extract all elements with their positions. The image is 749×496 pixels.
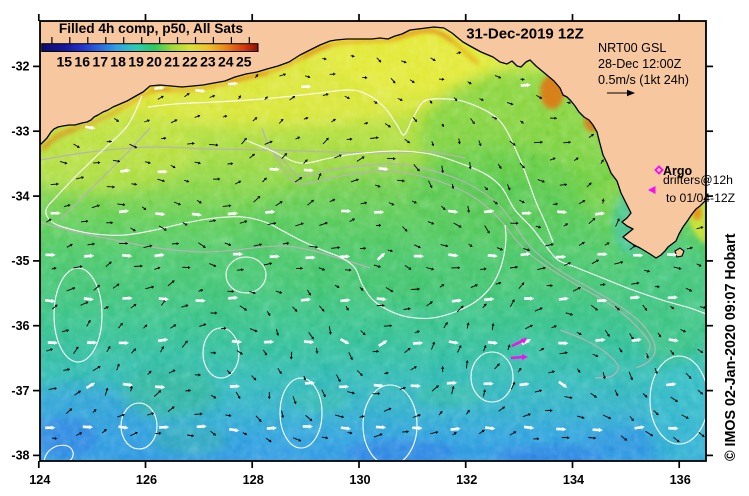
- svg-text:128: 128: [243, 473, 264, 487]
- svg-text:126: 126: [136, 473, 157, 487]
- svg-text:NRT00 GSL: NRT00 GSL: [598, 41, 666, 55]
- svg-text:17: 17: [92, 54, 108, 70]
- svg-text:-36: -36: [11, 319, 29, 333]
- svg-text:Argo: Argo: [663, 164, 693, 178]
- svg-text:124: 124: [29, 473, 50, 487]
- svg-text:22: 22: [182, 54, 198, 70]
- svg-text:drifters@12h: drifters@12h: [663, 173, 733, 187]
- svg-text:-33: -33: [11, 125, 29, 139]
- svg-text:20: 20: [146, 54, 162, 70]
- svg-text:25: 25: [236, 54, 252, 70]
- svg-text:23: 23: [200, 54, 216, 70]
- svg-text:21: 21: [164, 54, 180, 70]
- svg-text:-32: -32: [11, 60, 29, 74]
- svg-text:28-Dec 12:00Z: 28-Dec 12:00Z: [598, 57, 682, 71]
- svg-text:-38: -38: [11, 449, 29, 463]
- svg-text:31-Dec-2019 12Z: 31-Dec-2019 12Z: [466, 26, 584, 43]
- svg-text:to 01/04-12Z: to 01/04-12Z: [666, 191, 736, 205]
- svg-text:15: 15: [57, 54, 73, 70]
- svg-text:130: 130: [349, 473, 370, 487]
- svg-text:-34: -34: [11, 189, 29, 203]
- svg-text:132: 132: [456, 473, 477, 487]
- svg-text:134: 134: [563, 473, 584, 487]
- svg-text:0.5m/s (1kt 24h): 0.5m/s (1kt 24h): [598, 73, 689, 87]
- svg-text:19: 19: [128, 54, 144, 70]
- svg-text:-35: -35: [11, 254, 29, 268]
- svg-text:136: 136: [670, 473, 691, 487]
- svg-text:18: 18: [110, 54, 126, 70]
- svg-text:16: 16: [74, 54, 90, 70]
- svg-text:24: 24: [218, 54, 234, 70]
- svg-text:-37: -37: [11, 384, 29, 398]
- svg-text:Filled 4h comp, p50, All Sats: Filled 4h comp, p50, All Sats: [59, 21, 244, 36]
- svg-text:© IMOS 02-Jan-2020 09:07 Hobar: © IMOS 02-Jan-2020 09:07 Hobart: [723, 233, 739, 461]
